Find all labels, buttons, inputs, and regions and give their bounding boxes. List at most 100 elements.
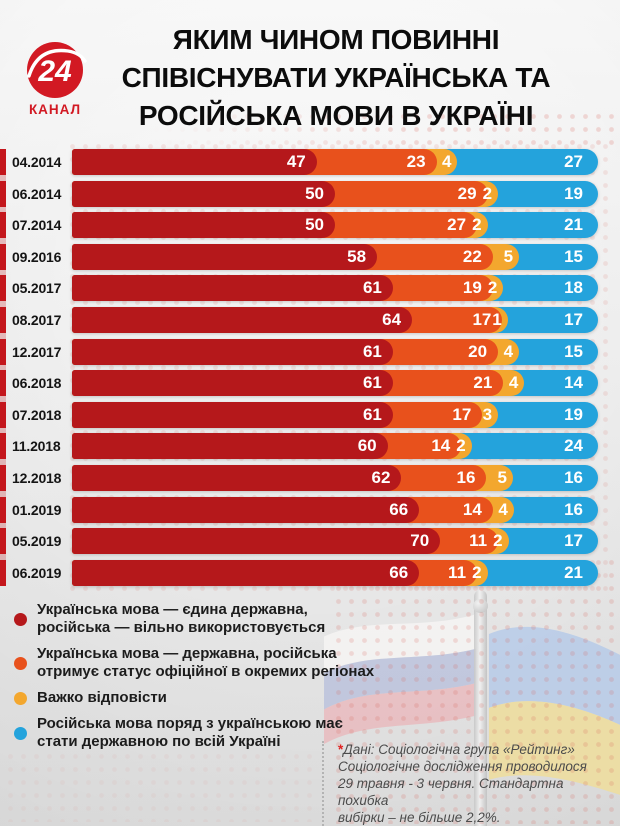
header: 24 КАНАЛ ЯКИМ ЧИНОМ ПОВИННІ СПІВІСНУВАТИ… [0,0,620,140]
chart-row: 09.2016 58 22 5 15 [0,243,620,270]
bar-value-label: 1 [492,309,502,329]
bar-value-label: 21 [564,562,583,582]
bar-value-label: 2 [456,436,466,456]
bar-value-label: 66 [389,562,409,582]
row-bar: 61 20 4 15 [72,338,598,365]
row-bar: 60 14 2 24 [72,433,598,460]
legend-dot-icon [14,726,27,740]
bar-value-label: 11 [469,531,488,551]
bar-value-label: 4 [498,499,508,519]
bar-segment [72,338,393,365]
bar-value-label: 4 [508,373,519,393]
bar-value-label: 18 [564,278,583,298]
legend-item: Українська мова — державна, російська от… [12,645,442,681]
bar-value-label: 66 [389,499,409,519]
chart-row: 07.2014 50 27 2 21 [0,212,620,239]
row-edge-mark [0,370,6,397]
legend-item: Важко відповісти [12,689,442,707]
chart-row: 06.2019 66 11 2 21 [0,559,620,586]
legend-dot-icon [14,612,27,626]
bar-value-label: 5 [497,467,507,487]
bar-value-label: 21 [473,373,493,393]
bar-value-label: 19 [462,278,482,298]
chart-row: 04.2014 47 23 4 27 [0,149,620,175]
row-edge-mark [0,559,6,586]
bar-value-label: 16 [564,467,583,487]
bar-value-label: 2 [487,278,498,298]
bar-value-label: 61 [362,404,382,424]
chart-row: 12.2017 61 20 4 15 [0,338,620,365]
legend-label: Українська мова — єдина державна, російс… [37,601,326,636]
row-edge-mark [0,464,6,491]
bar-value-label: 61 [362,373,382,393]
row-edge-mark [0,149,6,175]
row-edge-mark [0,212,6,239]
bar-value-label: 5 [503,246,514,266]
chart-row: 12.2018 62 16 5 16 [0,464,620,491]
bar-value-label: 64 [382,309,402,329]
title-line-1: ЯКИМ ЧИНОМ ПОВИННІ [172,24,500,55]
bar-segment [72,496,420,523]
bar-segment [72,212,335,239]
bar-value-label: 23 [406,152,426,171]
row-date-label: 01.2019 [12,501,62,518]
title-line-2: СПІВІСНУВАТИ УКРАЇНСЬКА ТА [121,62,551,93]
bar-segment [72,149,317,175]
bar-value-label: 61 [362,278,382,298]
row-edge-mark [0,433,6,460]
row-date-label: 12.2018 [12,469,62,486]
bar-value-label: 29 [457,183,477,203]
stacked-bar-chart: 04.2014 47 23 4 27 06.2014 50 29 2 19 07.2014 50 27 2… [0,140,620,591]
row-bar: 50 27 2 21 [72,212,598,239]
bar-value-label: 11 [448,562,467,582]
bar-value-label: 50 [305,183,324,203]
bar-value-label: 16 [564,499,583,519]
bar-value-label: 27 [447,215,467,235]
bar-value-label: 19 [564,404,583,424]
row-bar: 62 16 5 16 [72,464,598,491]
source-footnote: *Дані: Соціологічна група «Рейтинг» Соці… [322,741,614,826]
row-bar: 50 29 2 19 [72,180,598,207]
row-date-label: 07.2018 [12,406,62,423]
bar-value-label: 16 [456,467,476,487]
row-date-label: 06.2019 [12,564,62,581]
row-edge-mark [0,338,6,365]
bar-value-label: 4 [503,341,514,361]
row-edge-mark [0,180,6,207]
bar-segment [72,464,402,491]
bar-value-label: 2 [482,183,493,203]
row-edge-mark [0,306,6,333]
bar-value-label: 21 [564,215,583,235]
row-date-label: 11.2018 [12,438,61,455]
chart-row: 05.2019 70 11 2 17 [0,528,620,555]
chart-row: 08.2017 64 17 1 17 [0,306,620,333]
bar-value-label: 22 [462,246,482,266]
chart-legend: Українська мова — єдина державна, російс… [12,601,442,759]
chart-row: 06.2014 50 29 2 19 [0,180,620,207]
bar-value-label: 17 [564,309,583,329]
halftone-dots-bottom-left [4,750,316,822]
legend-item: Українська мова — єдина державна, російс… [12,601,442,637]
row-bar: 66 14 4 16 [72,496,598,523]
bar-segment [72,180,335,207]
row-bar: 66 11 2 21 [72,559,598,586]
row-edge-mark [0,528,6,555]
bar-value-label: 3 [482,404,493,424]
chart-row: 01.2019 66 14 4 16 [0,496,620,523]
bar-value-label: 17 [564,531,583,551]
bar-value-label: 62 [371,467,391,487]
bar-value-label: 70 [410,531,430,551]
chart-row: 06.2018 61 21 4 14 [0,370,620,397]
bar-segment [72,243,378,270]
bar-segment [72,275,393,302]
bar-value-label: 50 [305,215,324,235]
row-bar: 61 21 4 14 [72,370,598,397]
bar-value-label: 14 [431,436,451,456]
bar-segment [72,306,413,333]
legend-label: Важко відповісти [37,689,167,706]
bar-value-label: 24 [564,436,583,456]
row-edge-mark [0,275,6,302]
row-date-label: 05.2017 [12,280,62,297]
legend-dot-icon [14,691,27,705]
